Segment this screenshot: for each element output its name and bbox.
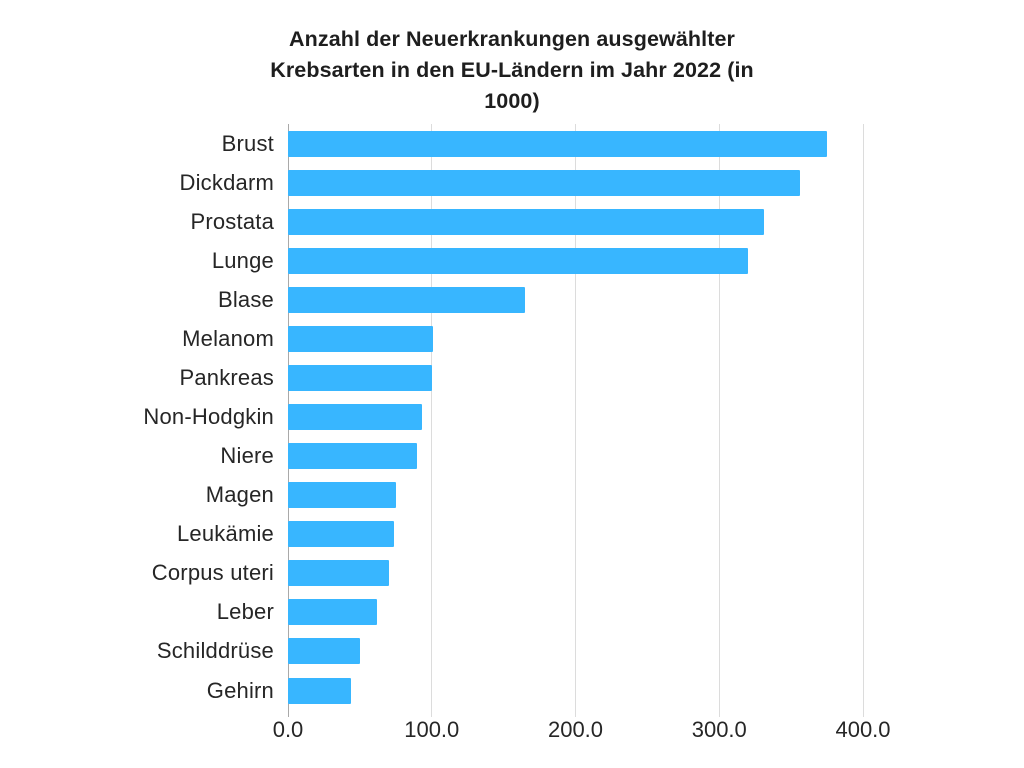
bar-leuk-mie bbox=[288, 521, 395, 548]
category-label: Blase bbox=[217, 286, 274, 312]
category-label: Magen bbox=[205, 482, 274, 508]
gridline-400 bbox=[862, 124, 864, 718]
bar-blase bbox=[288, 286, 526, 313]
category-label: Leber bbox=[216, 599, 274, 625]
bar-corpus-uteri bbox=[288, 560, 389, 587]
category-label: Lunge bbox=[211, 247, 274, 273]
chart-title-line-1: Anzahl der Neuerkrankungen ausgewählter bbox=[289, 27, 735, 51]
gridline-200 bbox=[575, 124, 576, 718]
bar-dickdarm bbox=[288, 169, 800, 196]
bar-gehirn bbox=[288, 677, 352, 704]
bar-prostata bbox=[288, 208, 764, 235]
chart-title-line-2: Krebsarten in den EU-Ländern im Jahr 202… bbox=[270, 58, 754, 82]
x-tick-label: 400.0 bbox=[835, 717, 891, 742]
x-tick-label: 100.0 bbox=[404, 717, 460, 742]
bar-pankreas bbox=[288, 364, 432, 391]
bar-magen bbox=[288, 482, 396, 509]
x-tick-label: 200.0 bbox=[547, 717, 604, 742]
bar-schilddr-se bbox=[288, 638, 360, 665]
category-label: Dickdarm bbox=[179, 169, 274, 195]
category-label: Brust bbox=[221, 130, 274, 156]
chart-title-line-3: 1000) bbox=[484, 89, 540, 113]
category-label: Prostata bbox=[190, 208, 274, 234]
category-label: Leukämie bbox=[177, 521, 274, 547]
category-label: Corpus uteri bbox=[151, 560, 274, 586]
x-tick-label: 0.0 bbox=[272, 717, 304, 742]
category-label: Gehirn bbox=[206, 677, 274, 703]
bar-melanom bbox=[288, 325, 434, 352]
gridline-300 bbox=[718, 124, 720, 718]
category-label: Non-Hodgkin bbox=[143, 404, 274, 430]
category-label: Melanom bbox=[182, 325, 274, 351]
category-label: Schilddrüse bbox=[156, 638, 274, 664]
category-label: Pankreas bbox=[179, 364, 274, 390]
gridline-100 bbox=[431, 124, 433, 718]
bar-leber bbox=[288, 599, 378, 626]
category-label: Niere bbox=[220, 443, 274, 469]
bar-lunge bbox=[288, 247, 748, 274]
chart-title: Anzahl der Neuerkrankungen ausgewählter … bbox=[0, 24, 1024, 117]
bar-niere bbox=[288, 443, 418, 470]
bar-non-hodgkin bbox=[288, 404, 422, 431]
bar-brust bbox=[288, 130, 828, 157]
x-tick-label: 300.0 bbox=[691, 717, 747, 742]
